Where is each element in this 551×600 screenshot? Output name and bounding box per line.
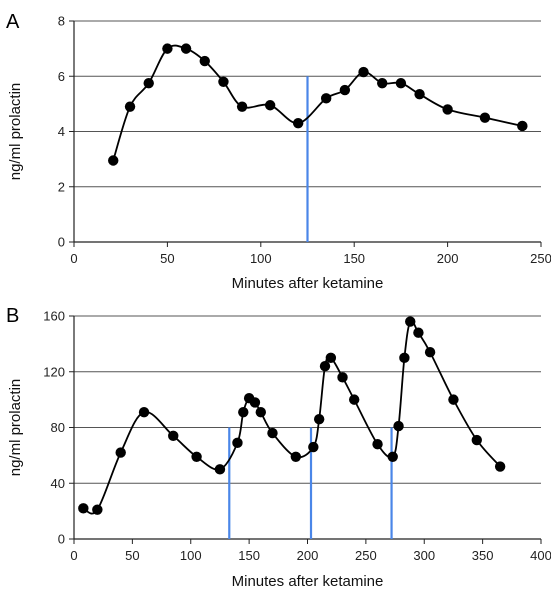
x-tick-label: 100: [250, 251, 272, 266]
x-tick-label: 50: [125, 548, 139, 563]
data-point: [292, 118, 304, 129]
series-line: [112, 44, 523, 161]
data-point: [517, 120, 528, 132]
data-point: [264, 100, 276, 111]
data-point: [405, 316, 416, 327]
y-axis-label: ng/ml prolactin: [7, 379, 24, 477]
data-point: [320, 93, 332, 104]
data-point: [214, 464, 226, 475]
data-point: [377, 77, 388, 89]
data-point: [138, 406, 150, 418]
data-point: [319, 360, 331, 372]
y-tick-label: 80: [51, 420, 65, 435]
x-tick-label: 150: [238, 548, 260, 563]
data-point: [399, 352, 410, 364]
x-axis-label: Minutes after ketamine: [232, 573, 384, 590]
data-point: [387, 451, 398, 462]
x-tick-label: 300: [413, 548, 435, 563]
data-point: [308, 441, 319, 453]
y-tick-label: 4: [58, 124, 65, 139]
y-tick-label: 120: [43, 364, 65, 379]
data-point: [442, 104, 453, 115]
data-point: [479, 112, 491, 123]
data-point: [108, 155, 119, 166]
data-point: [232, 437, 243, 449]
y-tick-label: 0: [58, 532, 65, 547]
data-point: [448, 394, 459, 405]
data-point: [337, 372, 348, 383]
y-tick-label: 2: [58, 179, 65, 194]
y-tick-label: 8: [58, 14, 65, 29]
data-point: [180, 43, 192, 54]
x-tick-label: 400: [530, 548, 551, 563]
data-point: [236, 101, 248, 112]
data-point: [325, 352, 337, 364]
data-point: [191, 451, 202, 462]
data-point: [349, 394, 360, 405]
data-point: [395, 77, 407, 89]
x-tick-label: 50: [160, 251, 174, 266]
x-tick-label: 350: [472, 548, 494, 563]
data-point: [372, 439, 383, 450]
data-point: [115, 447, 126, 458]
x-tick-label: 200: [297, 548, 319, 563]
data-point: [92, 504, 103, 515]
data-point: [471, 434, 482, 446]
panel-label: A: [6, 11, 20, 33]
data-point: [313, 413, 325, 425]
data-point: [162, 43, 173, 54]
data-point: [393, 420, 404, 432]
data-point: [238, 406, 249, 418]
data-point: [168, 430, 179, 442]
data-point: [78, 503, 89, 514]
x-axis-label: Minutes after ketamine: [232, 275, 384, 292]
y-tick-label: 160: [43, 309, 65, 324]
panel-label: B: [6, 305, 19, 327]
chart-panel-A: 0 2 4 6 8 0 50 100 150 200 250 Minutes after ketami…: [6, 11, 551, 292]
data-point: [267, 427, 278, 439]
x-tick-label: 0: [70, 251, 77, 266]
data-point: [124, 101, 136, 112]
x-tick-label: 250: [530, 251, 551, 266]
y-tick-label: 6: [58, 69, 65, 84]
data-point: [218, 76, 229, 87]
chart-panel-B: 0 40 80 120 160 0 50 100 150 200 250 300 350 400 Minut…: [6, 305, 551, 590]
data-point: [413, 327, 424, 338]
y-tick-label: 0: [58, 235, 65, 250]
x-tick-label: 100: [180, 548, 202, 563]
data-point: [290, 451, 302, 462]
data-point: [358, 66, 369, 78]
data-point: [255, 406, 266, 418]
data-point: [494, 461, 506, 472]
x-tick-label: 200: [437, 251, 459, 266]
x-tick-label: 0: [70, 548, 77, 563]
series-line: [82, 319, 501, 515]
data-point: [143, 77, 154, 89]
x-tick-label: 250: [355, 548, 377, 563]
data-point: [339, 84, 351, 96]
y-axis-label: ng/ml prolactin: [7, 83, 24, 181]
y-tick-label: 40: [51, 476, 65, 491]
data-point: [414, 89, 425, 100]
data-point: [199, 55, 210, 67]
x-tick-label: 150: [343, 251, 365, 266]
data-point: [249, 397, 261, 408]
data-point: [424, 347, 436, 358]
